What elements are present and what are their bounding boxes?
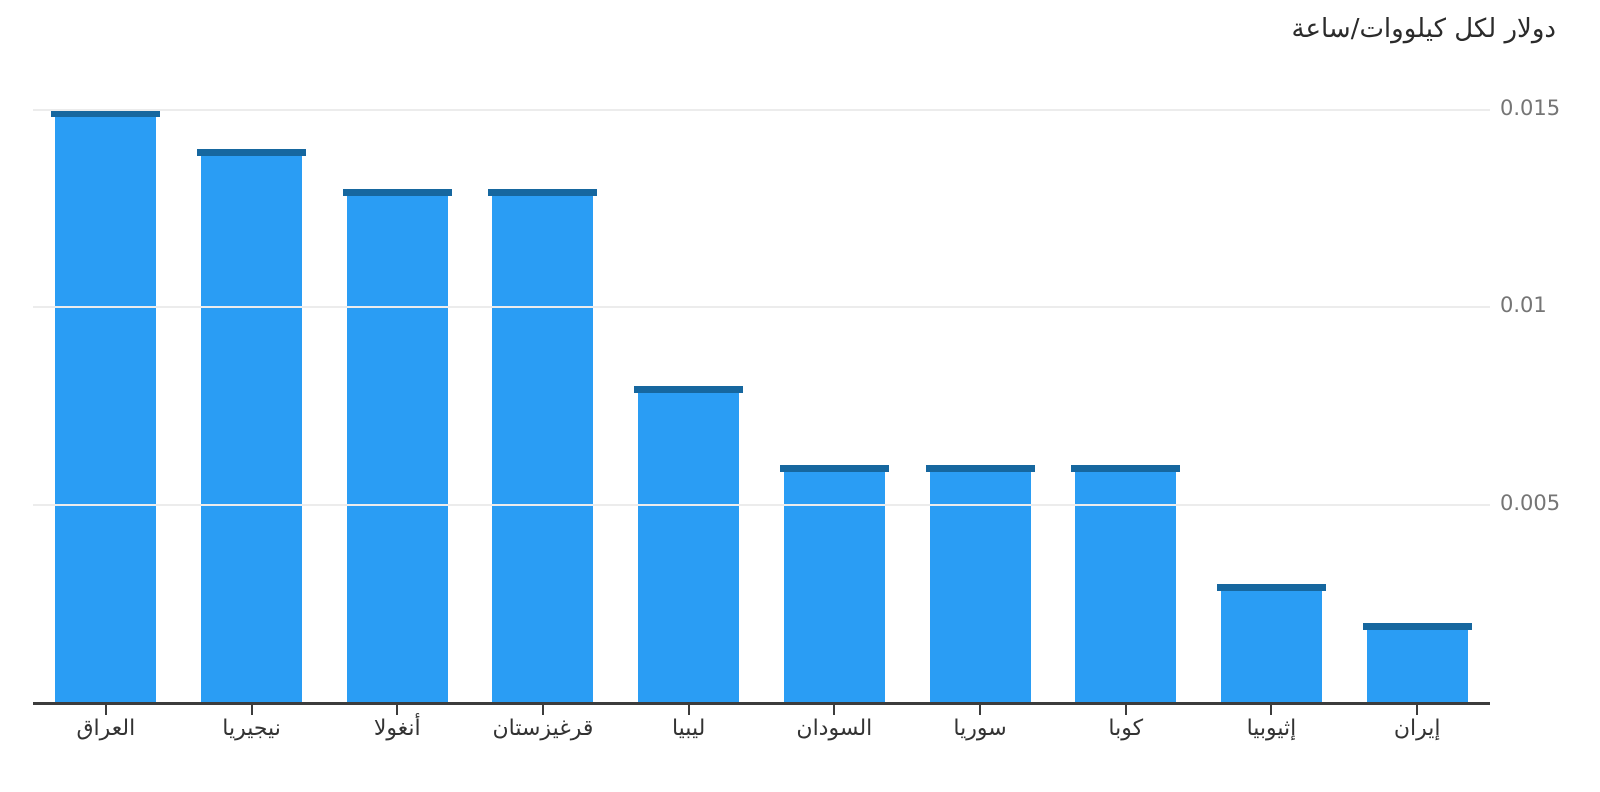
x-tick <box>979 705 982 715</box>
y-tick-label: 0.015 <box>1500 95 1561 120</box>
bars-row <box>33 0 1490 702</box>
x-tick-label: أنغولا <box>373 716 421 741</box>
bar-cap <box>925 465 1035 472</box>
x-tick-label: السودان <box>796 716 873 741</box>
bar-slot <box>1053 0 1199 702</box>
bar-cap <box>342 188 452 196</box>
bar-cap <box>1216 583 1326 591</box>
bar-slot <box>324 0 470 702</box>
x-tick <box>250 705 253 715</box>
bar-slot <box>470 0 616 702</box>
bar-slot <box>179 0 325 702</box>
x-tick <box>687 705 690 715</box>
bar-cap <box>488 188 598 196</box>
bar-slot <box>762 0 908 702</box>
x-tick <box>833 705 836 715</box>
bar <box>925 465 1035 702</box>
x-tick <box>396 705 399 715</box>
bar-slot <box>1199 0 1345 702</box>
gridline <box>33 503 1490 506</box>
bar <box>197 149 307 702</box>
bar-slot <box>616 0 762 702</box>
y-tick-label: 0.005 <box>1500 490 1561 515</box>
plot-area <box>33 0 1490 702</box>
x-tick <box>1124 705 1127 715</box>
bar-slot <box>1344 0 1490 702</box>
x-tick-label: إثيوبيا <box>1246 716 1297 741</box>
x-tick-label: كوبا <box>1108 716 1144 741</box>
x-tick-label: سوريا <box>953 716 1007 741</box>
bar-cap <box>1362 623 1472 630</box>
x-tick <box>1270 705 1273 715</box>
gridline <box>33 108 1490 111</box>
x-tick-label: إيران <box>1393 716 1441 741</box>
bar-cap <box>779 465 889 472</box>
x-tick-label: قرغيزستان <box>492 716 594 741</box>
y-tick-label: 0.01 <box>1500 293 1547 317</box>
x-tick-label: ليبيا <box>671 716 706 741</box>
bar-cap <box>1071 465 1181 472</box>
x-tick <box>1416 705 1419 715</box>
bar-cap <box>51 109 161 117</box>
x-tick <box>104 705 107 715</box>
bar <box>1071 465 1181 702</box>
bar-cap <box>634 386 744 393</box>
x-axis-line <box>33 702 1490 705</box>
x-tick-label: نيجيريا <box>222 716 281 741</box>
chart-title: دولار لكل كيلووات/ساعة <box>1291 14 1556 44</box>
bar-slot <box>907 0 1053 702</box>
bar-cap <box>197 149 307 156</box>
x-tick <box>541 705 544 715</box>
bar <box>1216 583 1326 702</box>
bar <box>779 465 889 702</box>
bar <box>342 188 452 702</box>
gridline <box>33 306 1490 308</box>
bar <box>51 109 161 702</box>
bar <box>488 188 598 702</box>
bar <box>1362 623 1472 702</box>
x-tick-label: العراق <box>76 716 136 741</box>
bar-slot <box>33 0 179 702</box>
bar <box>634 386 744 702</box>
